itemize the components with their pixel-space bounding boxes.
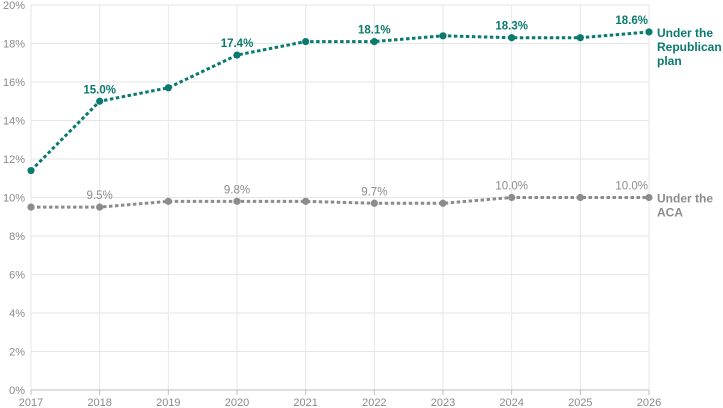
data-point [370,37,378,46]
data-point [27,166,35,175]
y-tick-label: 2% [9,347,25,359]
data-label: 18.3% [495,21,528,33]
series-name-line: Republican [657,40,722,54]
data-label: 10.0% [495,181,528,193]
y-tick-label: 16% [3,77,25,89]
series-name-line: plan [657,54,682,68]
data-point [576,34,584,42]
data-label: 9.7% [361,186,387,198]
data-point [576,193,584,202]
data-point [439,32,447,40]
series-name-label: Under the ACA [657,192,713,220]
data-label: 15.0% [83,84,116,96]
data-point [645,193,653,202]
y-tick-label: 12% [3,154,25,166]
x-tick-label: 2024 [499,397,523,408]
series-name-line: Under the [657,26,713,40]
data-point [164,197,172,205]
y-tick-label: 20% [3,0,25,12]
data-point [439,199,447,207]
data-point [645,28,653,36]
data-label: 9.8% [224,184,250,196]
data-point [233,197,241,205]
x-tick-label: 2022 [362,397,386,408]
y-tick-label: 18% [3,39,25,51]
y-tick-label: 14% [3,116,25,128]
series-0: 15.0% 17.4% 18.1% 18.3% 18.6% Under the Republ… [27,15,722,175]
series-line [29,30,650,172]
y-tick-label: 4% [9,308,25,320]
series-name-line: Under the [657,192,713,206]
data-point [164,84,172,92]
data-point [302,197,310,205]
grid [30,4,650,391]
x-tick-label: 2017 [19,397,43,408]
series-name-line: ACA [657,206,683,220]
data-point [96,97,104,105]
y-tick-label: 8% [9,231,25,243]
y-tick-label: 10% [3,193,25,205]
data-point [370,199,378,207]
data-point [27,203,35,211]
series-name-label: Under the Republican plan [657,26,722,68]
x-tick-label: 2018 [87,397,111,408]
x-tick-label: 2021 [293,397,317,408]
data-label: 18.1% [358,25,391,37]
data-point [508,193,516,202]
y-tick-label: 0% [9,385,25,397]
x-tick-label: 2019 [156,397,180,408]
x-tick-label: 2026 [637,397,661,408]
x-tick-label: 2023 [431,397,455,408]
y-tick-label: 6% [9,270,25,282]
series-line [31,196,649,209]
x-tick-label: 2020 [225,397,249,408]
x-tick-label: 2025 [568,397,592,408]
series-1: 9.5% 9.8% 9.7% 10.0% 10.0% Under the ACA [27,181,713,220]
data-point [302,37,310,46]
data-label: 18.6% [615,15,648,27]
data-point [96,203,104,211]
y-axis: 0% 2% 4% 6% 8% 10% 12% 14% 16% 18% 20% [3,0,25,397]
data-point [508,34,516,42]
data-point [233,51,241,59]
series-layer: 15.0%17.4%18.1% 18.3% 18.6%Under the Republ… [27,15,722,220]
data-label: 9.5% [87,190,113,202]
data-label: 17.4% [221,38,254,50]
x-axis: 2017 2018 2019 2020 2021 2022 2023 2024 2025 2026 [19,389,661,408]
data-label: 10.0% [615,181,648,193]
